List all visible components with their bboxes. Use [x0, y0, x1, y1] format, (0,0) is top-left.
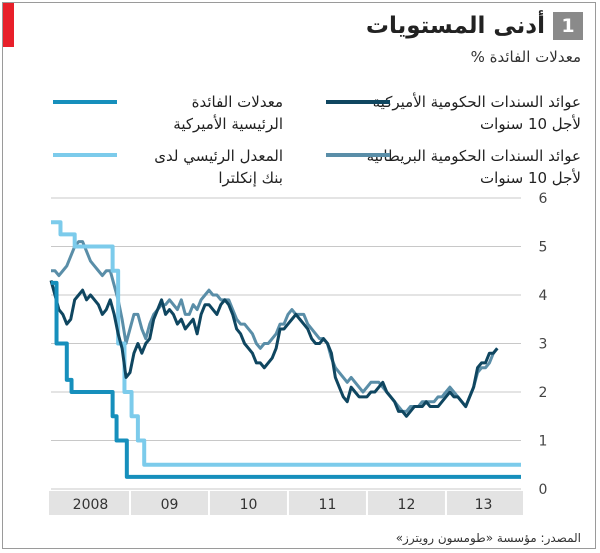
x-tick-label-11: 11	[319, 497, 337, 513]
chart-card: 1 أدنى المستويات معدلات الفائدة % عوائد …	[2, 2, 596, 549]
x-axis-band	[49, 491, 523, 515]
x-tick-label-13: 13	[475, 497, 493, 513]
y-tick-label-0: 0	[539, 482, 548, 498]
series-line-0	[49, 280, 499, 418]
chart-header: 1 أدنى المستويات	[366, 11, 583, 41]
legend-label-boe-rate: المعدل الرئيسي لدى بنك إنكلترا	[154, 147, 283, 187]
x-tick-label-09: 09	[161, 497, 179, 513]
y-tick-label-2: 2	[539, 385, 548, 401]
y-tick-label-5: 5	[539, 240, 548, 256]
legend-swatch-boe-rate	[53, 153, 117, 157]
series-line-2	[51, 280, 521, 479]
red-accent-tab	[3, 3, 14, 47]
legend-swatch-us-rate	[53, 100, 117, 104]
y-tick-label-6: 6	[539, 191, 548, 207]
series-line-1	[51, 240, 499, 413]
y-tick-label-1: 1	[539, 434, 548, 450]
legend-label-us-rate: معدلات الفائدة الرئيسية الأميركية	[173, 93, 283, 133]
x-tick-label-10: 10	[240, 497, 258, 513]
chart-title: أدنى المستويات	[365, 13, 545, 39]
legend-swatch-uk-10y	[326, 153, 390, 157]
legend-swatch-us-10y	[326, 100, 390, 104]
legend-label-uk-10y: عوائد السندات الحكومية البريطانية لأجل 1…	[366, 147, 581, 187]
x-tick-label-2008: 2008	[73, 497, 109, 513]
y-tick-label-3: 3	[539, 337, 548, 353]
legend-label-us-10y: عوائد السندات الحكومية الأميركية لأجل 10…	[372, 93, 581, 133]
source-note: المصدر: مؤسسة «طومسون رويترز»	[395, 531, 581, 545]
chart-subtitle: معدلات الفائدة %	[470, 48, 581, 66]
y-tick-label-4: 4	[539, 288, 548, 304]
x-tick-label-12: 12	[398, 497, 416, 513]
chart-number-badge: 1	[553, 12, 583, 40]
